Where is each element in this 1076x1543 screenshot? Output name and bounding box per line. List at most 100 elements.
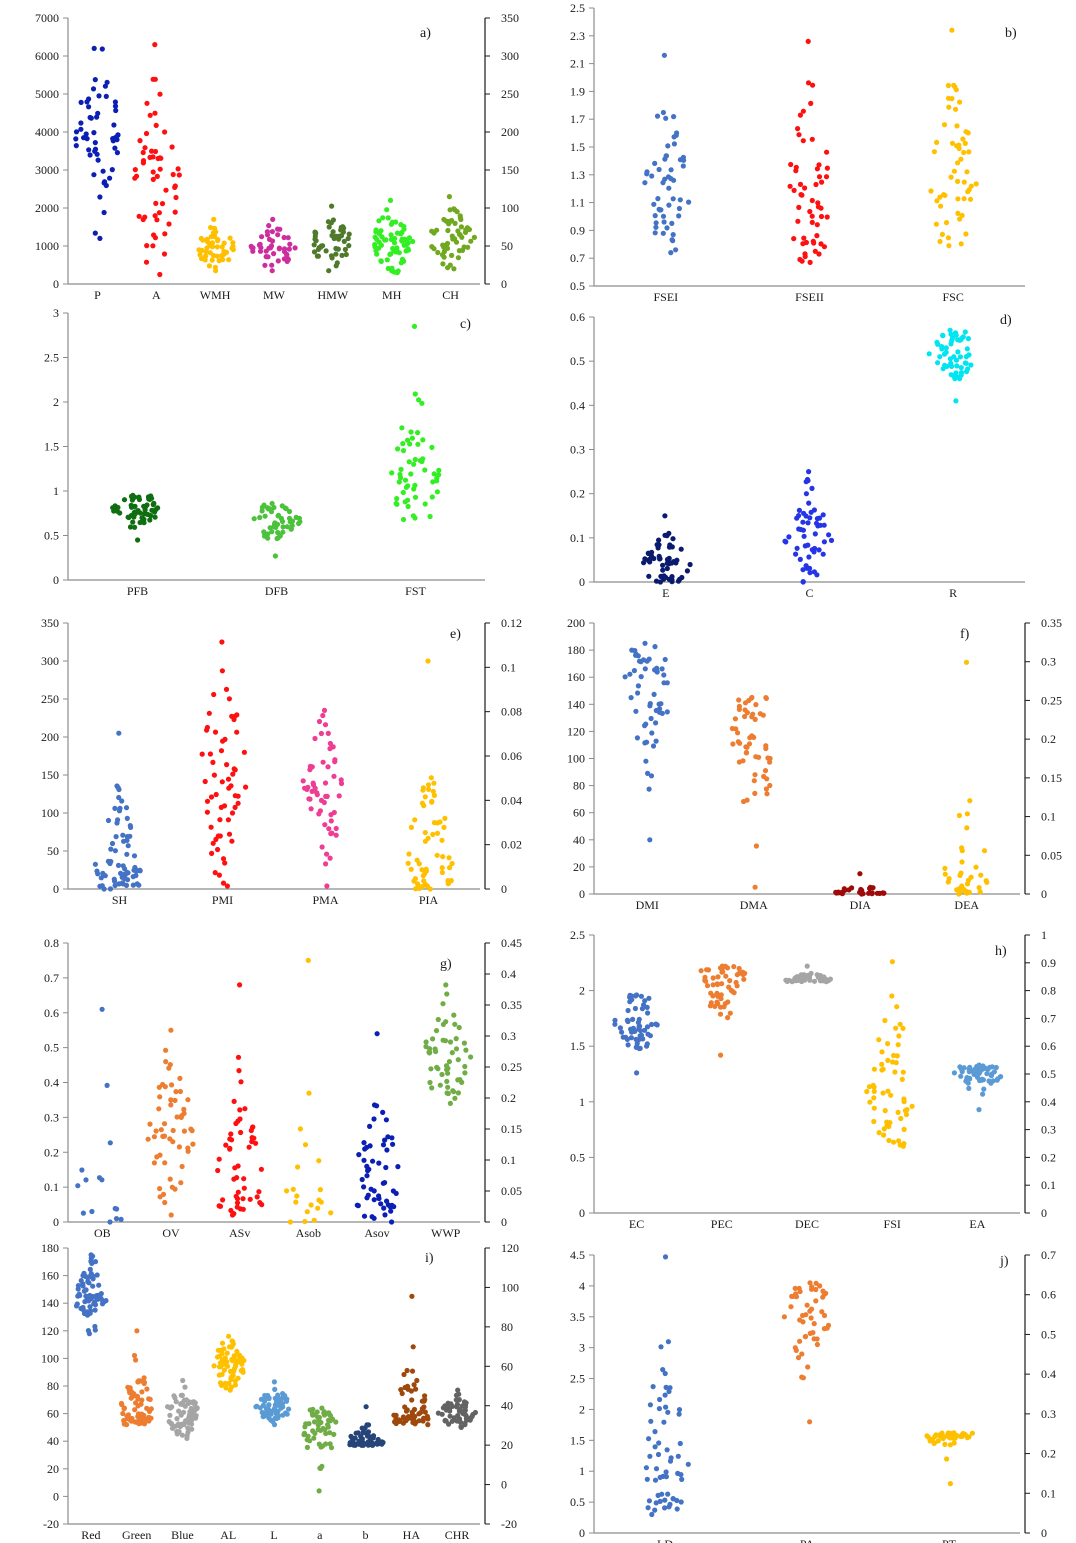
data-point <box>676 205 683 212</box>
y2-tick-label: 0.35 <box>1041 616 1062 630</box>
y2-tick-label: 0 <box>501 882 507 896</box>
data-point <box>667 1385 673 1391</box>
data-point <box>424 1413 430 1420</box>
y-tick-label: 0.3 <box>44 1110 59 1124</box>
data-point <box>213 791 219 798</box>
data-point <box>781 1314 788 1320</box>
y-tick-label: 1.1 <box>570 196 585 210</box>
data-point <box>269 529 275 535</box>
data-point <box>645 1505 651 1511</box>
data-point <box>353 1430 359 1436</box>
data-point <box>362 1146 368 1152</box>
y2-tick-label: 40 <box>501 1399 513 1413</box>
data-point <box>800 567 806 573</box>
series-HA <box>391 1293 431 1428</box>
data-point <box>439 1071 445 1078</box>
data-point <box>221 1361 227 1367</box>
data-point <box>304 1209 310 1215</box>
panel-b: 0.50.70.91.11.31.51.71.92.12.32.5b)FSEI F… <box>570 1 1025 304</box>
data-point <box>338 224 344 230</box>
data-point <box>969 1430 976 1436</box>
data-point <box>886 1137 892 1144</box>
data-point <box>232 804 238 811</box>
data-point <box>795 126 801 132</box>
data-point <box>204 236 210 242</box>
data-point <box>240 1367 246 1373</box>
data-point <box>316 718 323 725</box>
category-label: A <box>152 288 161 302</box>
y2-tick-label: 0.3 <box>501 1029 516 1043</box>
series-DEC <box>783 963 834 985</box>
data-point <box>886 1123 892 1130</box>
data-point <box>233 1361 239 1368</box>
data-point <box>947 327 953 333</box>
data-point <box>215 846 221 853</box>
panel-e: 05010015020025030035000.020.040.060.080.… <box>41 616 522 907</box>
data-point <box>147 154 153 160</box>
data-point <box>673 247 679 253</box>
series-A <box>132 42 182 278</box>
data-point <box>885 1088 891 1094</box>
series-Red <box>73 1252 109 1337</box>
data-point <box>84 1309 91 1315</box>
data-point <box>656 537 662 543</box>
data-point <box>457 213 463 219</box>
data-point <box>139 1389 145 1395</box>
data-point <box>660 230 666 236</box>
data-point <box>625 1042 631 1048</box>
data-point <box>415 441 421 447</box>
data-point <box>458 224 464 230</box>
data-point <box>173 194 179 201</box>
data-point <box>146 1418 152 1424</box>
series-FSI <box>864 959 915 1149</box>
data-point <box>795 218 801 224</box>
data-point <box>124 869 130 876</box>
y2-tick-label: 150 <box>501 163 519 177</box>
y2-tick-label: 50 <box>501 239 513 253</box>
data-point <box>394 230 401 236</box>
y-tick-label: 6000 <box>35 49 59 63</box>
data-point <box>152 213 158 219</box>
data-point <box>881 1132 887 1138</box>
data-point <box>633 651 639 657</box>
data-point <box>287 519 293 525</box>
data-point <box>641 560 647 566</box>
data-point <box>714 990 720 996</box>
data-point <box>290 1186 296 1192</box>
data-point <box>367 1123 373 1129</box>
data-point <box>139 515 145 521</box>
data-point <box>231 1211 237 1217</box>
data-point <box>664 225 670 231</box>
data-point <box>880 890 887 896</box>
data-point <box>939 344 945 350</box>
data-point <box>816 515 823 521</box>
data-point <box>132 1407 138 1413</box>
data-point <box>742 970 748 976</box>
data-point <box>382 1212 388 1218</box>
data-point <box>367 1143 373 1149</box>
data-point <box>97 194 103 200</box>
data-point <box>663 115 669 121</box>
data-point <box>767 782 773 789</box>
data-point <box>787 183 793 189</box>
series-Blue <box>165 1377 200 1441</box>
data-point <box>967 798 973 804</box>
data-point <box>761 773 767 780</box>
data-point <box>794 545 800 551</box>
data-point <box>73 143 79 149</box>
data-point <box>661 1419 667 1425</box>
data-point <box>430 831 436 838</box>
data-point <box>212 729 219 735</box>
data-point <box>901 1141 907 1147</box>
data-point <box>453 239 460 245</box>
data-point <box>753 843 760 849</box>
y-tick-label: 0.7 <box>44 971 59 985</box>
data-point <box>893 1025 899 1031</box>
data-point <box>210 759 216 766</box>
data-point <box>275 232 281 238</box>
data-point <box>124 851 130 857</box>
panel-f: 02040608010012014016018020000.050.10.150… <box>567 616 1062 912</box>
data-point <box>114 1206 120 1212</box>
data-point <box>934 198 940 204</box>
series-DMA <box>729 694 773 890</box>
